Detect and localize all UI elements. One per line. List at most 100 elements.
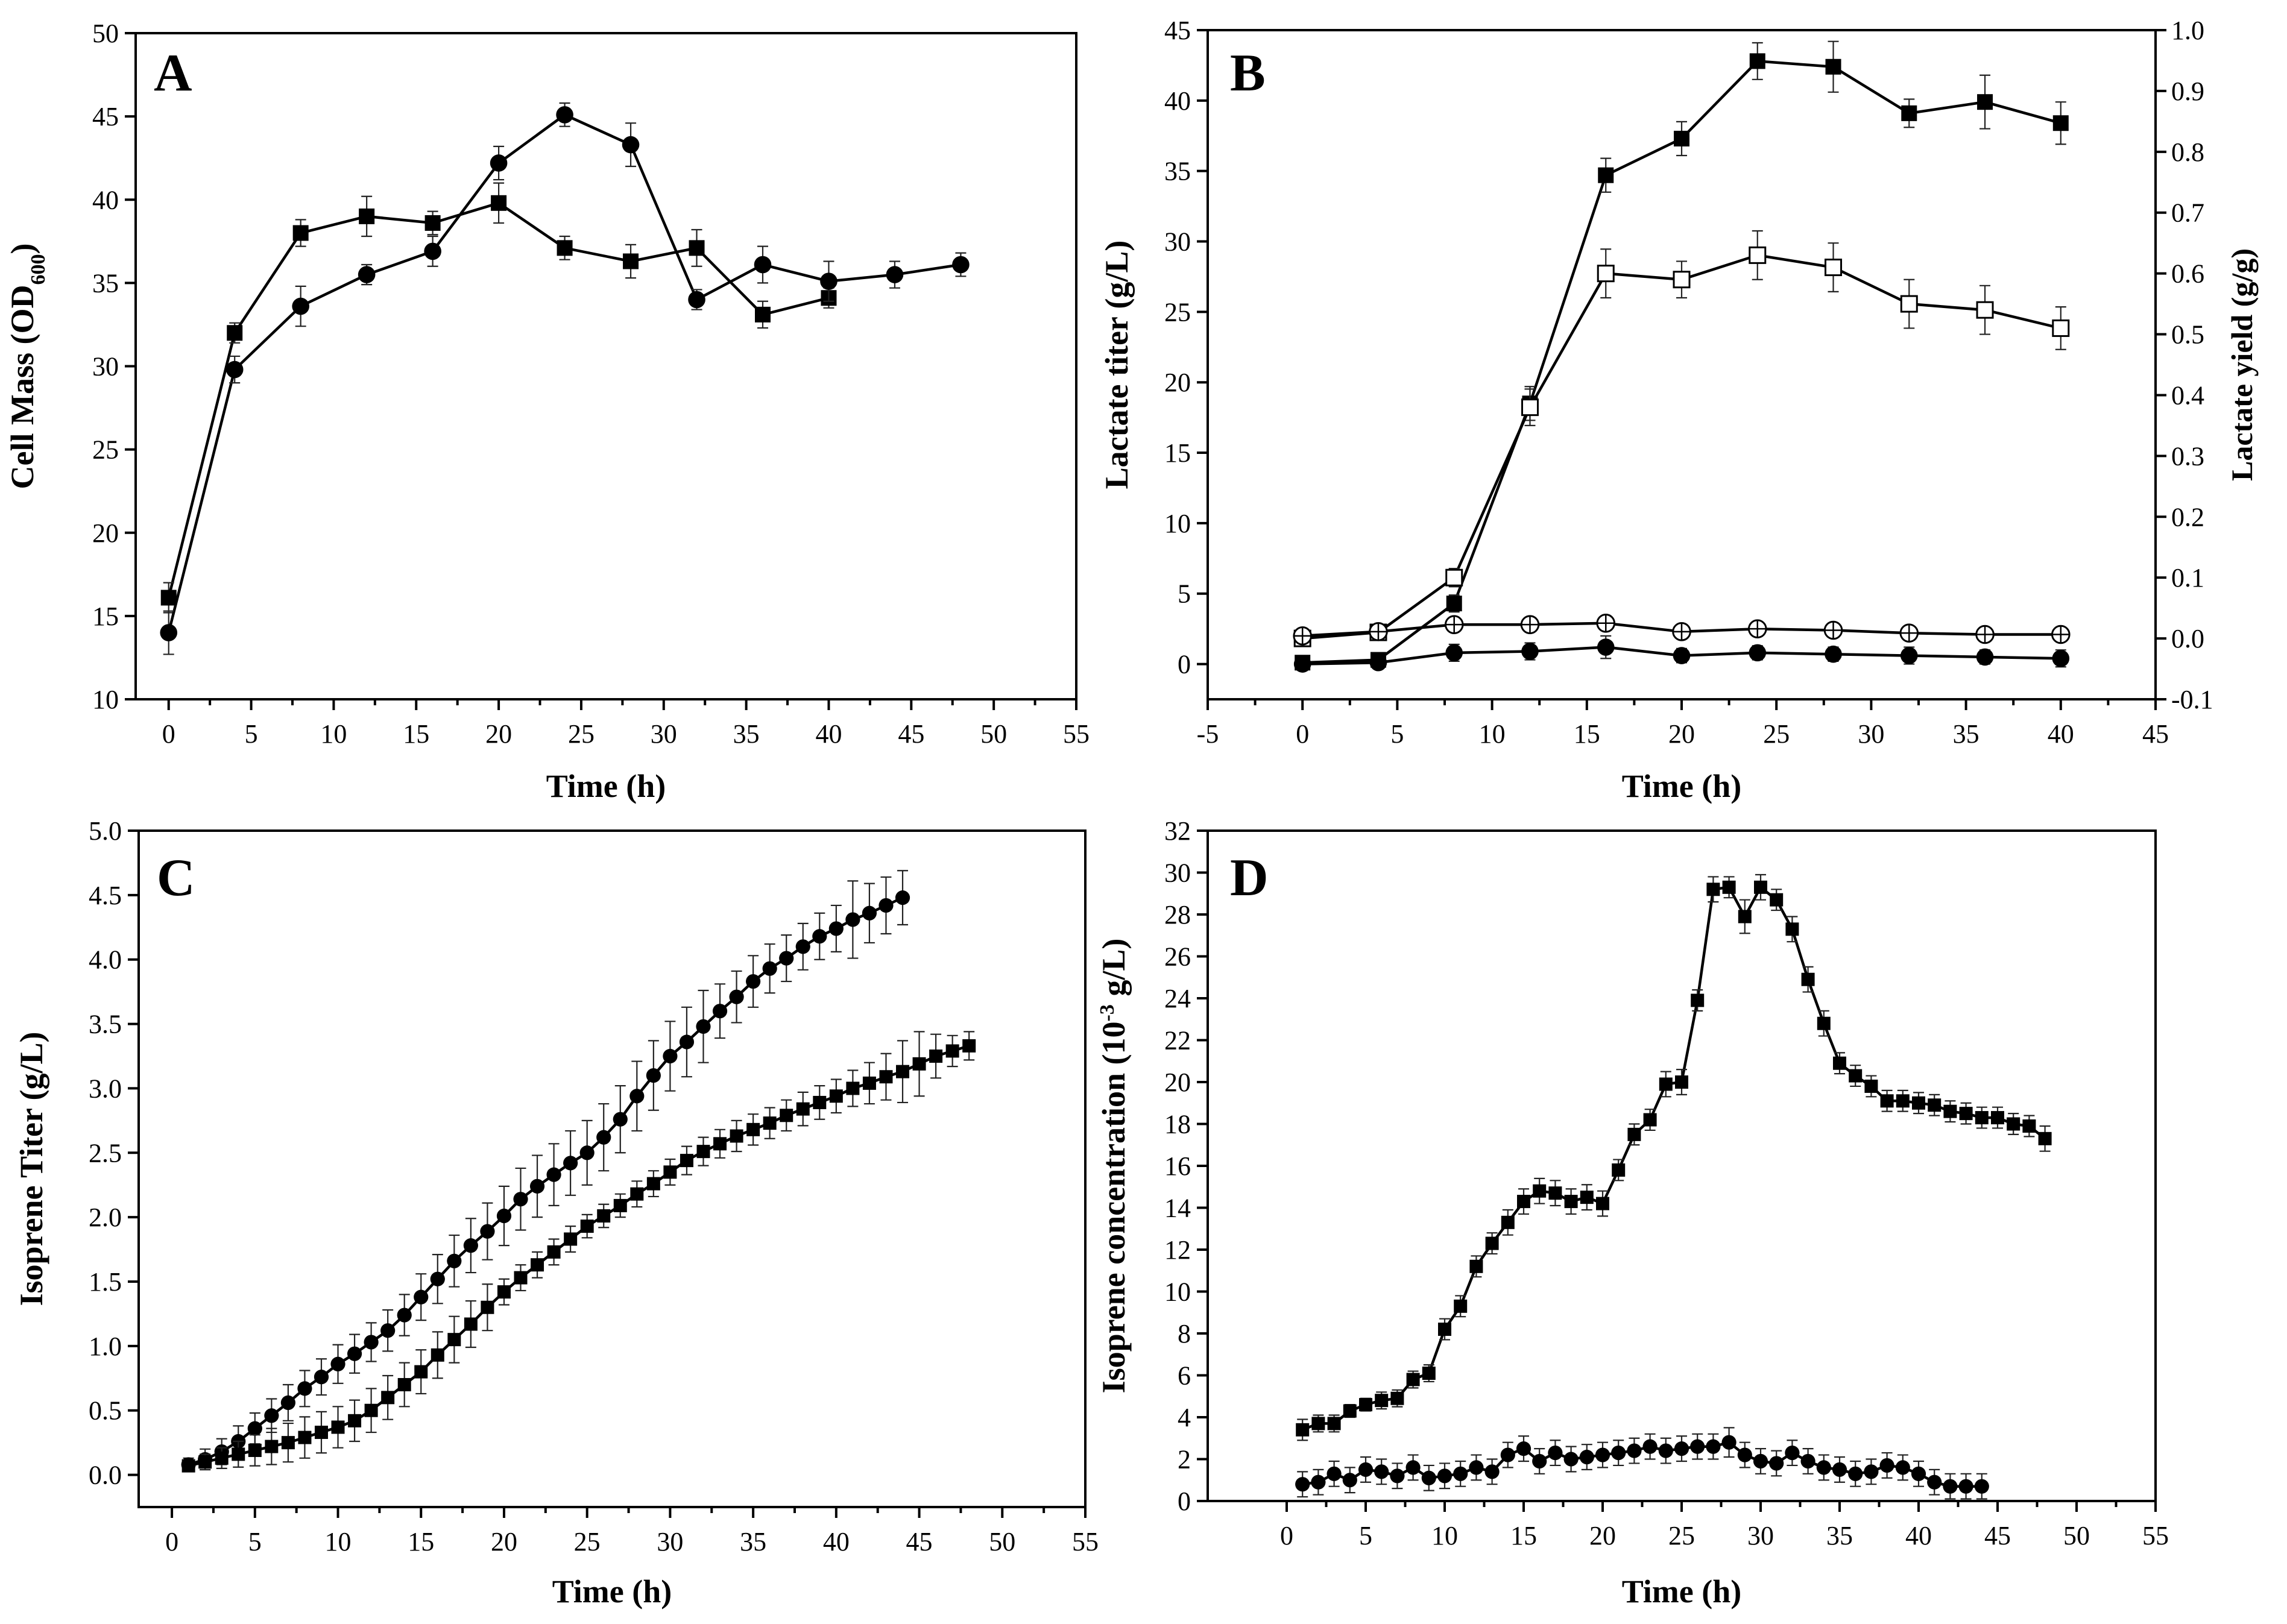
data-point-square bbox=[181, 1459, 195, 1473]
x-axis-title: Time (h) bbox=[1622, 1573, 1742, 1610]
data-point-open-square bbox=[1521, 398, 1539, 417]
data-point-circle bbox=[1800, 1453, 1815, 1469]
data-point-square bbox=[879, 1070, 893, 1084]
data-point-circle bbox=[1295, 1477, 1310, 1492]
data-point-circle bbox=[1293, 655, 1311, 673]
data-point-square bbox=[613, 1198, 627, 1212]
y-tick-label: 35 bbox=[1164, 157, 1191, 186]
x-tick-label: 20 bbox=[1668, 719, 1695, 749]
data-point-square bbox=[2022, 1119, 2036, 1133]
x-tick-label: 40 bbox=[2048, 719, 2074, 749]
data-point-circle bbox=[1943, 1479, 1958, 1494]
y-tick-label: 30 bbox=[1164, 858, 1191, 888]
x-tick-label: 30 bbox=[657, 1527, 683, 1556]
data-point-square bbox=[630, 1187, 644, 1201]
data-point-square bbox=[1817, 1016, 1831, 1030]
data-point-circle bbox=[1785, 1445, 1800, 1461]
data-point-square bbox=[198, 1455, 212, 1469]
x-tick-label: 25 bbox=[1763, 719, 1790, 749]
data-point-circle bbox=[1500, 1447, 1515, 1462]
data-point-circle bbox=[1445, 644, 1463, 662]
data-point-square bbox=[424, 215, 441, 231]
data-point-circle bbox=[1895, 1460, 1910, 1475]
data-point-circle bbox=[1311, 1475, 1326, 1490]
data-point-open-square bbox=[1597, 265, 1615, 283]
data-point-square bbox=[1749, 53, 1765, 69]
data-point-square bbox=[1533, 1184, 1547, 1198]
data-point-circle bbox=[1673, 647, 1691, 664]
data-point-circle bbox=[879, 898, 894, 913]
data-point-circle bbox=[1548, 1445, 1563, 1461]
y-tick-label: 10 bbox=[1164, 1277, 1191, 1307]
y-tick-label: 45 bbox=[92, 102, 119, 131]
data-point-square bbox=[597, 1209, 611, 1223]
data-point-circle bbox=[1484, 1464, 1500, 1479]
data-point-circle bbox=[862, 905, 877, 921]
data-point-circle bbox=[622, 136, 640, 154]
y-tick-label: 25 bbox=[92, 435, 119, 465]
x-tick-label: 35 bbox=[740, 1527, 766, 1556]
data-point-circle bbox=[1832, 1462, 1847, 1477]
data-point-square bbox=[1375, 1394, 1389, 1408]
data-point-square bbox=[1674, 130, 1689, 146]
x-tick-label: 35 bbox=[1953, 719, 1979, 749]
data-point-circle bbox=[1879, 1458, 1894, 1473]
data-point-square bbox=[1390, 1391, 1404, 1405]
y-axis-title: Lactate titer (g/L) bbox=[1099, 241, 1135, 489]
series-1 bbox=[160, 182, 837, 614]
data-point-square bbox=[348, 1414, 362, 1427]
data-point-square bbox=[1738, 910, 1752, 924]
data-point-circle bbox=[696, 1019, 711, 1034]
data-point-circle bbox=[688, 291, 705, 309]
data-point-circle bbox=[1369, 653, 1387, 672]
data-point-square bbox=[1977, 94, 1993, 110]
panel-b: -5 0 5 10 15 20 25 30 35 40 45051015202530354045-0… bbox=[1099, 16, 2259, 804]
y-tick-label: 15 bbox=[92, 602, 119, 631]
y2-tick-label: -0.1 bbox=[2171, 685, 2213, 714]
data-point-square bbox=[689, 240, 705, 256]
data-point-circle bbox=[1749, 644, 1767, 662]
x-tick-label: 45 bbox=[2142, 719, 2169, 749]
data-point-circle bbox=[380, 1323, 396, 1338]
x-tick-label: 30 bbox=[1858, 719, 1884, 749]
data-point-circle bbox=[480, 1224, 495, 1239]
y-tick-label: 40 bbox=[92, 185, 119, 215]
x-axis-title: Time (h) bbox=[546, 768, 666, 804]
data-point-circle bbox=[1721, 1435, 1737, 1450]
data-point-square bbox=[1627, 1127, 1641, 1141]
y2-tick-label: 0.3 bbox=[2171, 441, 2204, 471]
panel-c: 0 5 10 15 20 25 30 35 40 45 50 55 0.0 0.5 1.0 1.5 2.0 2.5… bbox=[13, 816, 1099, 1610]
x-tick-label: 50 bbox=[989, 1527, 1015, 1556]
data-point-square bbox=[846, 1081, 860, 1095]
y-tick-label: 3.0 bbox=[89, 1074, 122, 1103]
data-point-open-square bbox=[1445, 568, 1463, 587]
data-point-circle bbox=[364, 1335, 379, 1350]
y2-tick-label: 0.4 bbox=[2171, 380, 2204, 410]
y-axis-title: Cell Mass (OD600) bbox=[4, 244, 49, 489]
data-point-circle bbox=[1597, 638, 1615, 656]
data-point-circle bbox=[414, 1289, 429, 1305]
data-point-square bbox=[557, 240, 573, 256]
data-point-square bbox=[1612, 1163, 1626, 1177]
series-line bbox=[188, 896, 903, 1466]
data-point-square bbox=[1896, 1094, 1910, 1108]
data-point-circle bbox=[358, 266, 376, 283]
data-point-circle bbox=[663, 1048, 678, 1064]
y-tick-label: 25 bbox=[1164, 297, 1191, 327]
y-tick-label: 15 bbox=[1164, 438, 1191, 468]
data-point-circle bbox=[754, 256, 772, 274]
data-point-circle bbox=[1976, 648, 1994, 666]
data-point-square bbox=[491, 195, 507, 211]
data-point-square bbox=[1975, 1111, 1989, 1125]
data-point-circle bbox=[297, 1381, 312, 1396]
data-point-circle bbox=[556, 106, 573, 124]
data-point-circle bbox=[1516, 1441, 1532, 1456]
x-tick-label: 45 bbox=[1984, 1521, 2011, 1550]
data-point-square bbox=[1327, 1417, 1341, 1430]
data-point-circle bbox=[424, 242, 441, 260]
data-point-square bbox=[397, 1377, 411, 1391]
data-point-square bbox=[862, 1076, 876, 1090]
x-tick-label: 10 bbox=[320, 719, 347, 749]
x-tick-label: 50 bbox=[2063, 1521, 2090, 1550]
